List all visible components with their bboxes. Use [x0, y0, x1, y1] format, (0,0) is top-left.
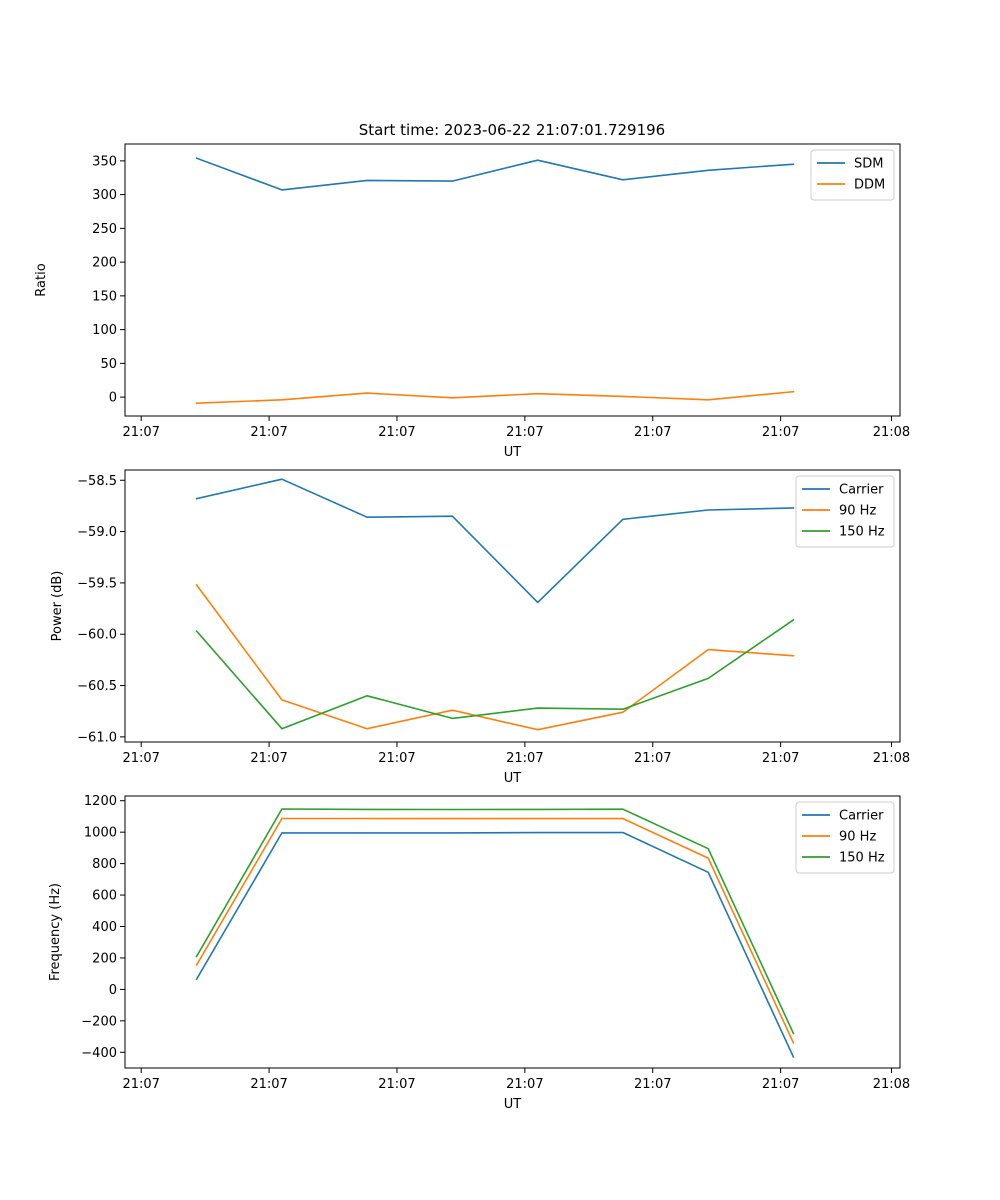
x-tick-label: 21:08 [873, 751, 910, 766]
legend-box [795, 475, 895, 548]
series-line-ddm [195, 390, 795, 405]
series-line-90-hz [195, 583, 795, 731]
chart-panel-2: 21:07 21:07 21:07 21:07 21:07 21:07 21:08 −61.0… [50, 469, 910, 786]
y-tick-label: −59.0 [77, 525, 117, 540]
plot-frame [124, 795, 901, 1069]
y-tick-label: 200 [92, 951, 117, 966]
x-tick-label: 21:07 [378, 1077, 415, 1092]
y-tick-label: 400 [92, 920, 117, 935]
plot-frame [124, 143, 901, 417]
chart-panel-3: 21:07 21:07 21:07 21:07 21:07 21:07 21:08 −400 −… [48, 794, 910, 1112]
y-axis-label: Frequency (Hz) [48, 883, 63, 981]
series-line-150-hz [195, 618, 795, 730]
series-line-carrier [195, 831, 795, 1059]
legend-label-carrier: Carrier [839, 809, 884, 824]
y-tick-label: 350 [92, 154, 117, 169]
x-axis-label: UT [504, 445, 522, 460]
y-axis-label: Ratio [34, 263, 49, 296]
x-tick-label: 21:07 [378, 751, 415, 766]
y-tick-label: −58.5 [77, 474, 117, 489]
x-tick-label: 21:07 [762, 425, 799, 440]
x-tick-label: 21:07 [506, 751, 543, 766]
x-tick-label: 21:08 [873, 1077, 910, 1092]
y-tick-label: 800 [92, 857, 117, 872]
y-tick-label: 0 [109, 391, 117, 406]
y-axis-label: Power (dB) [50, 571, 65, 642]
plot-frame [124, 469, 901, 743]
x-tick-label: 21:07 [634, 1077, 671, 1092]
y-tick-label: −400 [81, 1046, 117, 1061]
y-tick-label: 200 [92, 256, 117, 271]
x-axis-label: UT [504, 1097, 522, 1112]
series-line-150-hz [195, 808, 795, 1035]
y-tick-label: 100 [92, 323, 117, 338]
series-line-sdm [195, 157, 795, 191]
legend-label-carrier: Carrier [839, 483, 884, 498]
series-line-90-hz [195, 817, 795, 1044]
y-tick-label: −59.5 [77, 576, 117, 591]
y-tick-label: 1200 [84, 794, 117, 809]
y-tick-label: 250 [92, 222, 117, 237]
y-tick-label: −61.0 [77, 730, 117, 745]
series-line-carrier [195, 478, 795, 604]
legend-label-90-hz: 90 Hz [839, 504, 876, 519]
x-tick-label: 21:07 [634, 751, 671, 766]
x-tick-label: 21:08 [873, 425, 910, 440]
x-tick-label: 21:07 [762, 751, 799, 766]
x-tick-label: 21:07 [122, 1077, 159, 1092]
y-tick-label: 300 [92, 188, 117, 203]
chart-panel-1: 21:07 21:07 21:07 21:07 21:07 21:07 21:08 0 50 10… [34, 143, 910, 460]
x-tick-label: 21:07 [378, 425, 415, 440]
legend-box [795, 801, 895, 874]
x-tick-label: 21:07 [506, 425, 543, 440]
legend-label-ddm: DDM [854, 178, 885, 193]
y-tick-label: −60.0 [77, 628, 117, 643]
x-tick-label: 21:07 [250, 1077, 287, 1092]
y-tick-label: 600 [92, 889, 117, 904]
chart-title: Start time: 2023-06-22 21:07:01.729196 [359, 121, 665, 139]
x-axis-label: UT [504, 771, 522, 786]
x-tick-label: 21:07 [506, 1077, 543, 1092]
y-tick-label: −60.5 [77, 679, 117, 694]
x-tick-label: 21:07 [762, 1077, 799, 1092]
legend-label-150-hz: 150 Hz [839, 525, 885, 540]
x-tick-label: 21:07 [122, 425, 159, 440]
legend-label-90-hz: 90 Hz [839, 830, 876, 845]
y-tick-label: −200 [81, 1014, 117, 1029]
y-tick-label: 0 [109, 983, 117, 998]
x-tick-label: 21:07 [122, 751, 159, 766]
x-tick-label: 21:07 [250, 425, 287, 440]
y-tick-label: 1000 [84, 826, 117, 841]
x-tick-label: 21:07 [634, 425, 671, 440]
x-tick-label: 21:07 [250, 751, 287, 766]
legend-label-sdm: SDM [854, 157, 883, 172]
y-tick-label: 50 [100, 357, 117, 372]
legend-label-150-hz: 150 Hz [839, 851, 885, 866]
y-tick-label: 150 [92, 289, 117, 304]
